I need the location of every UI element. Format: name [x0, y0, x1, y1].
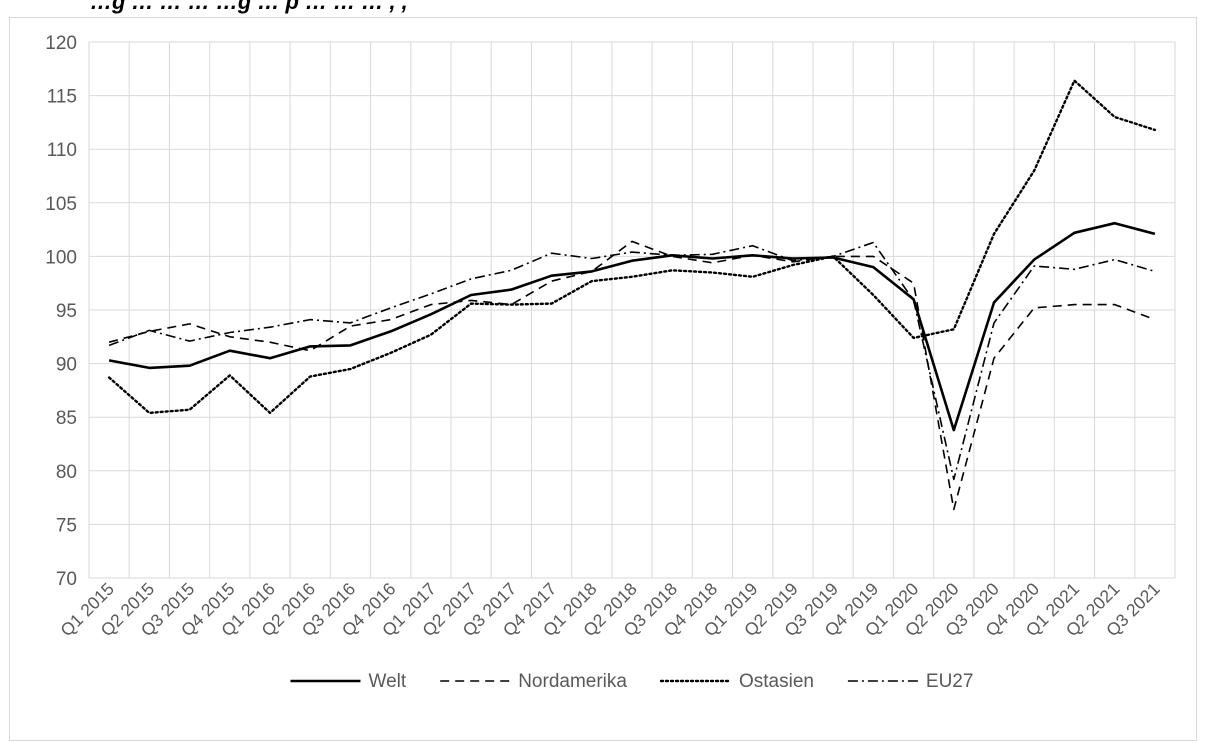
grid-lines — [88, 41, 1176, 579]
legend-label: Nordamerika — [518, 671, 627, 692]
legend-item-eu27: EU27 — [847, 671, 974, 692]
y-tick-label: 115 — [47, 87, 77, 108]
legend-label: Welt — [369, 671, 407, 692]
legend-label: Ostasien — [739, 671, 814, 692]
y-axis-ticks: 70 75 80 85 90 95 100 105 110 115 120 — [45, 33, 77, 590]
chart-title-fragment: …g … … … …g … p … … … , , — [0, 0, 1208, 24]
y-tick-label: 110 — [47, 140, 77, 161]
y-tick-label: 95 — [56, 301, 77, 322]
legend-item-nordamerika: Nordamerika — [440, 671, 627, 692]
y-tick-label: 85 — [56, 408, 77, 429]
legend-item-ostasien: Ostasien — [659, 671, 814, 692]
y-tick-label: 100 — [45, 247, 77, 268]
y-tick-label: 105 — [45, 194, 77, 215]
series-lines — [107, 79, 1157, 511]
series-line-eu27 — [108, 241, 1156, 481]
y-tick-label: 70 — [56, 569, 77, 590]
y-tick-label: 80 — [56, 462, 77, 483]
legend-label: EU27 — [926, 671, 974, 692]
y-tick-label: 120 — [45, 33, 77, 54]
chart-title-text: …g … … … …g … p … … … , , — [90, 0, 408, 14]
y-tick-label: 75 — [56, 515, 77, 536]
chart-frame — [9, 17, 1197, 741]
legend-item-welt: Welt — [290, 671, 407, 692]
legend: Welt Nordamerika Ostasien EU27 — [290, 671, 974, 692]
series-line-welt — [108, 221, 1156, 432]
y-tick-label: 90 — [56, 355, 77, 376]
series-line-nordamerika — [108, 240, 1156, 511]
series-line-ostasien — [107, 79, 1157, 415]
